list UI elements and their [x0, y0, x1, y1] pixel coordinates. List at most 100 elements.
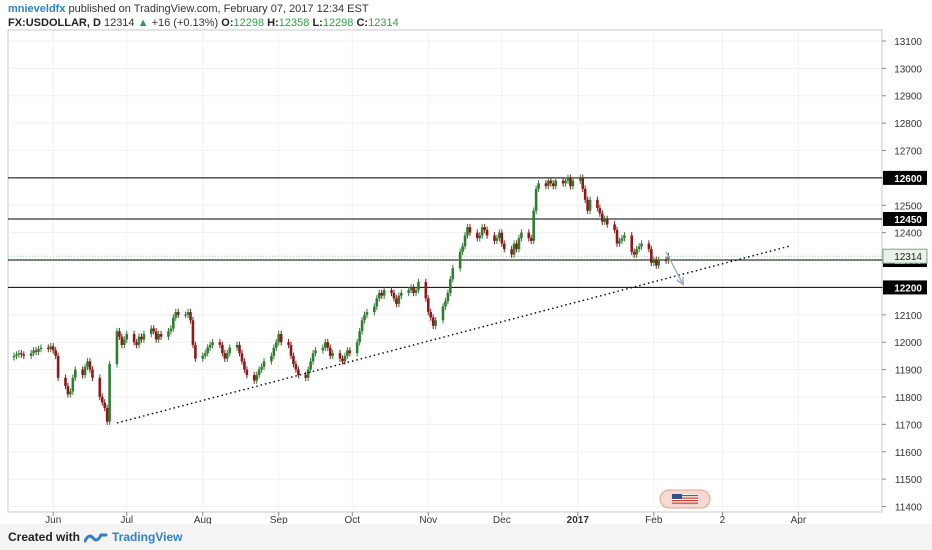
x-tick-label: 2017 — [567, 515, 590, 524]
y-tick-label: 12700 — [894, 147, 922, 158]
candle-body — [83, 366, 87, 376]
candle-body — [142, 333, 146, 340]
level-price-label: 12200 — [894, 283, 922, 294]
candle-body — [135, 342, 138, 345]
grid-lines — [8, 30, 882, 512]
candle-body — [527, 232, 531, 239]
high-value: 12358 — [278, 17, 310, 29]
candle-body — [596, 199, 599, 209]
candle-body — [39, 347, 43, 350]
candle-body — [583, 188, 587, 200]
candle-body — [412, 287, 415, 293]
candle-body — [73, 369, 77, 378]
level-price-label: 12450 — [894, 215, 922, 226]
change-arrow-icon: ▲ — [137, 17, 149, 29]
candle-body — [510, 249, 513, 255]
y-tick-label: 11600 — [895, 448, 923, 459]
candle-body — [397, 295, 401, 304]
candle-body — [66, 386, 70, 395]
candle-body — [532, 210, 535, 241]
x-tick-label: Dec — [493, 515, 511, 524]
candle-body — [304, 375, 308, 378]
candle-body — [446, 292, 450, 302]
y-tick-label: 13100 — [894, 37, 922, 48]
candle-body — [373, 306, 376, 313]
candle-body — [466, 227, 469, 236]
candle-body — [120, 336, 124, 345]
candle-body — [105, 407, 109, 422]
candle-body — [86, 361, 89, 367]
forecast-arrow — [665, 251, 684, 286]
candle-body — [331, 353, 334, 356]
candle-body — [637, 246, 641, 250]
candle-body — [461, 246, 464, 252]
candle-body — [221, 344, 224, 354]
candle-body — [191, 320, 195, 345]
candle-body — [64, 377, 67, 387]
tradingview-logo-icon — [84, 533, 108, 543]
candle-body — [493, 235, 496, 241]
candle-body — [235, 344, 239, 348]
candle-body — [225, 353, 229, 359]
candle-body — [581, 177, 585, 189]
candle-body — [211, 342, 214, 345]
candle-body — [292, 355, 295, 365]
level-price-tag — [883, 170, 927, 185]
candle-body — [88, 361, 92, 370]
candle-body — [537, 183, 540, 189]
tradingview-brand-link[interactable]: TradingView — [112, 530, 183, 544]
author-name[interactable]: mnieveldfx — [8, 3, 66, 15]
candle-body — [194, 344, 197, 359]
candle-body — [468, 227, 472, 233]
candle-body — [201, 355, 205, 359]
candle-body — [441, 306, 445, 321]
open-label: O: — [221, 17, 234, 29]
candle-body — [243, 361, 246, 370]
country-flag-icon — [659, 489, 711, 509]
candle-body — [615, 229, 619, 244]
candle-body — [534, 188, 538, 211]
candle-body — [451, 268, 455, 280]
candle-body — [252, 375, 256, 381]
candle-body — [613, 224, 616, 230]
candle-body — [635, 249, 638, 255]
candle-body — [355, 342, 359, 354]
last-value: 12314 — [103, 17, 135, 29]
candle-body — [652, 260, 656, 263]
y-tick-label: 11800 — [895, 393, 923, 404]
candle-body — [262, 361, 266, 367]
candle-body — [29, 353, 33, 356]
candle-body — [56, 355, 60, 378]
candle-body — [502, 243, 506, 250]
candle-body — [551, 183, 555, 187]
high-label: H: — [267, 17, 279, 29]
candle-body — [341, 358, 344, 362]
open-value: 12298 — [233, 17, 265, 29]
candle-body — [297, 369, 300, 376]
price-chart[interactable]: 13100 13000 12900 12800 12700 12600 12500 12400… — [0, 0, 932, 524]
candle-body — [208, 344, 212, 348]
candle-body — [483, 227, 486, 230]
candle-body — [529, 238, 533, 241]
x-tick-label: Nov — [419, 515, 437, 524]
time-axis: Jun Jul Aug Sep Oct Nov Dec 2017 Feb 2 Apr — [45, 512, 807, 524]
candle-body — [358, 331, 361, 343]
candle-body — [424, 281, 428, 299]
candle-body — [520, 232, 523, 239]
candle-body — [561, 180, 565, 184]
created-with-label: Created with — [8, 530, 81, 544]
y-tick-label: 12100 — [894, 311, 922, 322]
candle-body — [176, 312, 180, 315]
candle-body — [380, 292, 383, 296]
candle-body — [186, 312, 190, 315]
candle-body — [100, 396, 104, 403]
candle-body — [218, 342, 222, 345]
candle-body — [270, 355, 273, 362]
x-tick-label: Feb — [645, 515, 663, 524]
candle-body — [157, 333, 160, 340]
candle-body — [169, 328, 173, 332]
candle-body — [478, 235, 482, 239]
candle-body — [294, 364, 298, 370]
x-tick-label: 2 — [720, 515, 726, 524]
candle-body — [601, 213, 604, 222]
